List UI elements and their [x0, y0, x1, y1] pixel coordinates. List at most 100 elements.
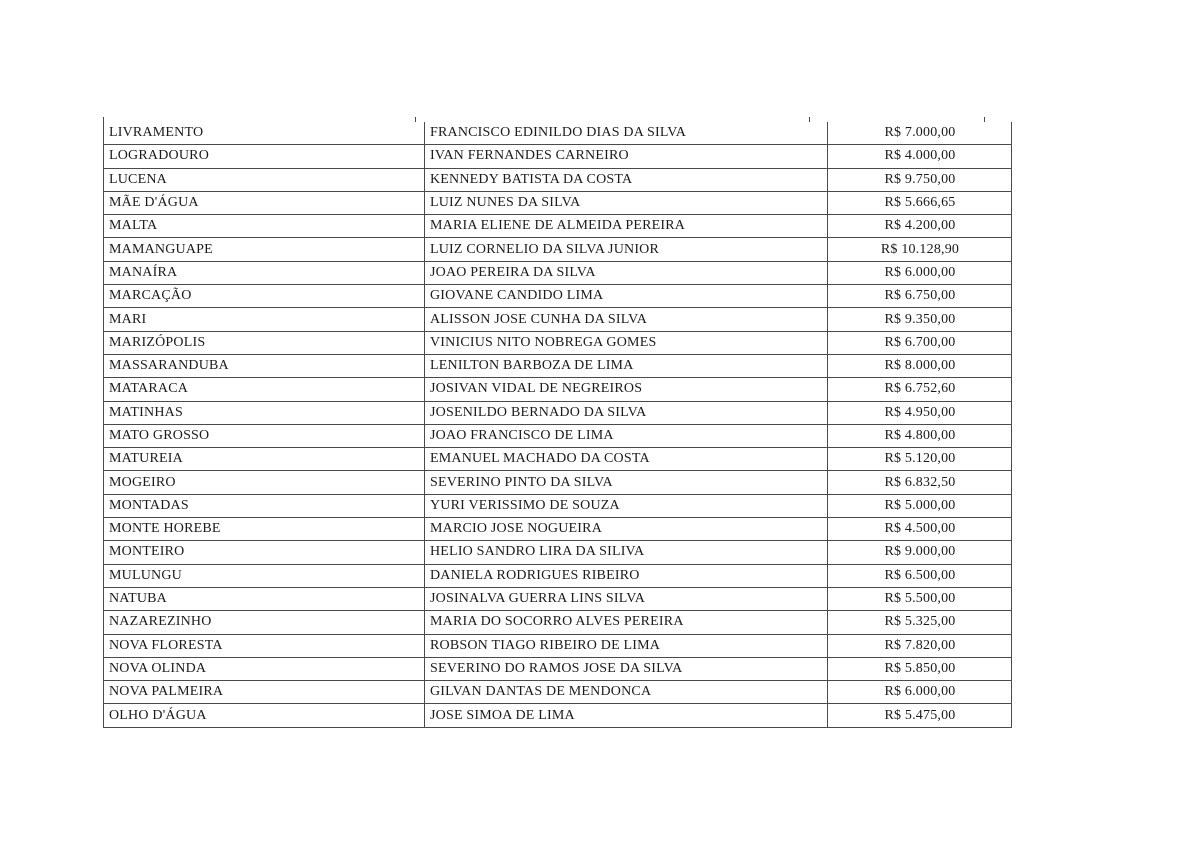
table-row: MALTA MARIA ELIENE DE ALMEIDA PEREIRA R$ 4… [103, 214, 1012, 239]
amount-cell: R$ 10.128,90 [827, 237, 1012, 262]
amount-cell: R$ 5.475,00 [827, 703, 1012, 728]
table-border-stub [809, 117, 810, 122]
beneficiary-cell: MARCIO JOSE NOGUEIRA [424, 517, 828, 542]
amount-cell: R$ 6.752,60 [827, 377, 1012, 402]
municipality-cell: NOVA FLORESTA [103, 633, 425, 658]
beneficiary-cell: YURI VERISSIMO DE SOUZA [424, 493, 828, 519]
table-row: MATO GROSSO JOAO FRANCISCO DE LIMA R$ 4.80… [103, 423, 1012, 449]
beneficiary-cell: GIOVANE CANDIDO LIMA [424, 284, 828, 309]
beneficiary-cell: MARIA DO SOCORRO ALVES PEREIRA [424, 610, 828, 635]
table-row: NOVA OLINDA SEVERINO DO RAMOS JOSE DA SIL… [103, 656, 1012, 682]
table-row: MOGEIRO SEVERINO PINTO DA SILVA R$ 6.832,5… [103, 470, 1012, 495]
table-row: NATUBA JOSINALVA GUERRA LINS SILVA R$ 5.50… [103, 586, 1012, 612]
amount-cell: R$ 5.850,00 [827, 656, 1012, 682]
table-row: MATARACA JOSIVAN VIDAL DE NEGREIROS R$ 6.7… [103, 377, 1012, 402]
table-row: OLHO D'ÁGUA JOSE SIMOA DE LIMA R$ 5.475,00 [103, 703, 1012, 728]
beneficiary-cell: ALISSON JOSE CUNHA DA SILVA [424, 307, 828, 332]
municipality-cell: NAZAREZINHO [103, 610, 425, 635]
municipality-cell: MATUREIA [103, 447, 425, 472]
table-row: MONTADAS YURI VERISSIMO DE SOUZA R$ 5.000,… [103, 493, 1012, 519]
municipality-cell: MARIZÓPOLIS [103, 330, 425, 355]
municipality-cell: MARCAÇÃO [103, 284, 425, 309]
beneficiary-cell: FRANCISCO EDINILDO DIAS DA SILVA [424, 122, 828, 146]
beneficiary-cell: LENILTON BARBOZA DE LIMA [424, 353, 828, 379]
amount-cell: R$ 6.000,00 [827, 260, 1012, 286]
municipality-cell: NOVA PALMEIRA [103, 680, 425, 705]
municipality-cell: LOGRADOURO [103, 144, 425, 169]
amount-cell: R$ 5.666,65 [827, 190, 1012, 216]
amount-cell: R$ 6.000,00 [827, 680, 1012, 705]
table-row: MULUNGU DANIELA RODRIGUES RIBEIRO R$ 6.500… [103, 563, 1012, 588]
amount-cell: R$ 5.500,00 [827, 586, 1012, 612]
municipality-cell: LUCENA [103, 167, 425, 192]
amount-cell: R$ 9.750,00 [827, 167, 1012, 192]
beneficiary-cell: JOAO FRANCISCO DE LIMA [424, 423, 828, 449]
table-row: MASSARANDUBA LENILTON BARBOZA DE LIMA R$ 8… [103, 353, 1012, 379]
table-row: MONTEIRO HELIO SANDRO LIRA DA SILIVA R$ 9.… [103, 540, 1012, 565]
table-border-stub [415, 117, 416, 122]
amount-cell: R$ 6.500,00 [827, 563, 1012, 588]
beneficiary-cell: JOSINALVA GUERRA LINS SILVA [424, 586, 828, 612]
beneficiary-cell: GILVAN DANTAS DE MENDONCA [424, 680, 828, 705]
municipality-cell: MASSARANDUBA [103, 353, 425, 379]
municipality-cell: MALTA [103, 214, 425, 239]
amount-cell: R$ 6.700,00 [827, 330, 1012, 355]
municipality-cell: MONTE HOREBE [103, 517, 425, 542]
municipality-cell: MÃE D'ÁGUA [103, 190, 425, 216]
beneficiary-cell: DANIELA RODRIGUES RIBEIRO [424, 563, 828, 588]
table-row: MARCAÇÃO GIOVANE CANDIDO LIMA R$ 6.750,00 [103, 284, 1012, 309]
amount-cell: R$ 4.800,00 [827, 423, 1012, 449]
beneficiary-cell: MARIA ELIENE DE ALMEIDA PEREIRA [424, 214, 828, 239]
amount-cell: R$ 4.500,00 [827, 517, 1012, 542]
amount-cell: R$ 9.350,00 [827, 307, 1012, 332]
municipality-cell: MATO GROSSO [103, 423, 425, 449]
amount-cell: R$ 6.832,50 [827, 470, 1012, 495]
municipality-cell: MATARACA [103, 377, 425, 402]
municipality-cell: MOGEIRO [103, 470, 425, 495]
table-row: NOVA PALMEIRA GILVAN DANTAS DE MENDONCA R$… [103, 680, 1012, 705]
table-row: LOGRADOURO IVAN FERNANDES CARNEIRO R$ 4.00… [103, 144, 1012, 169]
table-row: LIVRAMENTO FRANCISCO EDINILDO DIAS DA SIL… [103, 122, 1012, 146]
table-row: MATUREIA EMANUEL MACHADO DA COSTA R$ 5.120… [103, 447, 1012, 472]
table-row: MARI ALISSON JOSE CUNHA DA SILVA R$ 9.350,… [103, 307, 1012, 332]
table-row: MÃE D'ÁGUA LUIZ NUNES DA SILVA R$ 5.666,65 [103, 190, 1012, 216]
beneficiary-cell: JOSE SIMOA DE LIMA [424, 703, 828, 728]
beneficiary-cell: ROBSON TIAGO RIBEIRO DE LIMA [424, 633, 828, 658]
table-row: MARIZÓPOLIS VINICIUS NITO NOBREGA GOMES R$… [103, 330, 1012, 355]
amount-cell: R$ 5.120,00 [827, 447, 1012, 472]
municipality-cell: OLHO D'ÁGUA [103, 703, 425, 728]
amount-cell: R$ 4.000,00 [827, 144, 1012, 169]
beneficiary-cell: KENNEDY BATISTA DA COSTA [424, 167, 828, 192]
municipality-cell: MONTEIRO [103, 540, 425, 565]
municipality-cell: LIVRAMENTO [103, 122, 425, 146]
amount-cell: R$ 5.325,00 [827, 610, 1012, 635]
beneficiary-cell: EMANUEL MACHADO DA COSTA [424, 447, 828, 472]
beneficiary-cell: SEVERINO PINTO DA SILVA [424, 470, 828, 495]
table-row: MONTE HOREBE MARCIO JOSE NOGUEIRA R$ 4.500… [103, 517, 1012, 542]
municipality-cell: MAMANGUAPE [103, 237, 425, 262]
beneficiary-cell: SEVERINO DO RAMOS JOSE DA SILVA [424, 656, 828, 682]
table-row: MATINHAS JOSENILDO BERNADO DA SILVA R$ 4.9… [103, 400, 1012, 425]
amount-cell: R$ 4.950,00 [827, 400, 1012, 425]
municipality-cell: MARI [103, 307, 425, 332]
municipality-cell: MANAÍRA [103, 260, 425, 286]
table-row: NOVA FLORESTA ROBSON TIAGO RIBEIRO DE LIM… [103, 633, 1012, 658]
beneficiary-cell: LUIZ CORNELIO DA SILVA JUNIOR [424, 237, 828, 262]
table-row: MAMANGUAPE LUIZ CORNELIO DA SILVA JUNIOR R… [103, 237, 1012, 262]
municipality-cell: MONTADAS [103, 493, 425, 519]
amount-cell: R$ 4.200,00 [827, 214, 1012, 239]
municipality-cell: MULUNGU [103, 563, 425, 588]
beneficiary-cell: JOSENILDO BERNADO DA SILVA [424, 400, 828, 425]
municipality-cell: NATUBA [103, 586, 425, 612]
amount-cell: R$ 7.820,00 [827, 633, 1012, 658]
table-border-stub [103, 117, 104, 122]
table-body: LIVRAMENTO FRANCISCO EDINILDO DIAS DA SIL… [103, 122, 1012, 728]
amount-cell: R$ 7.000,00 [827, 122, 1012, 146]
amount-cell: R$ 9.000,00 [827, 540, 1012, 565]
municipality-cell: NOVA OLINDA [103, 656, 425, 682]
amount-cell: R$ 5.000,00 [827, 493, 1012, 519]
table-row: LUCENA KENNEDY BATISTA DA COSTA R$ 9.750,0… [103, 167, 1012, 192]
beneficiary-cell: JOSIVAN VIDAL DE NEGREIROS [424, 377, 828, 402]
municipality-cell: MATINHAS [103, 400, 425, 425]
